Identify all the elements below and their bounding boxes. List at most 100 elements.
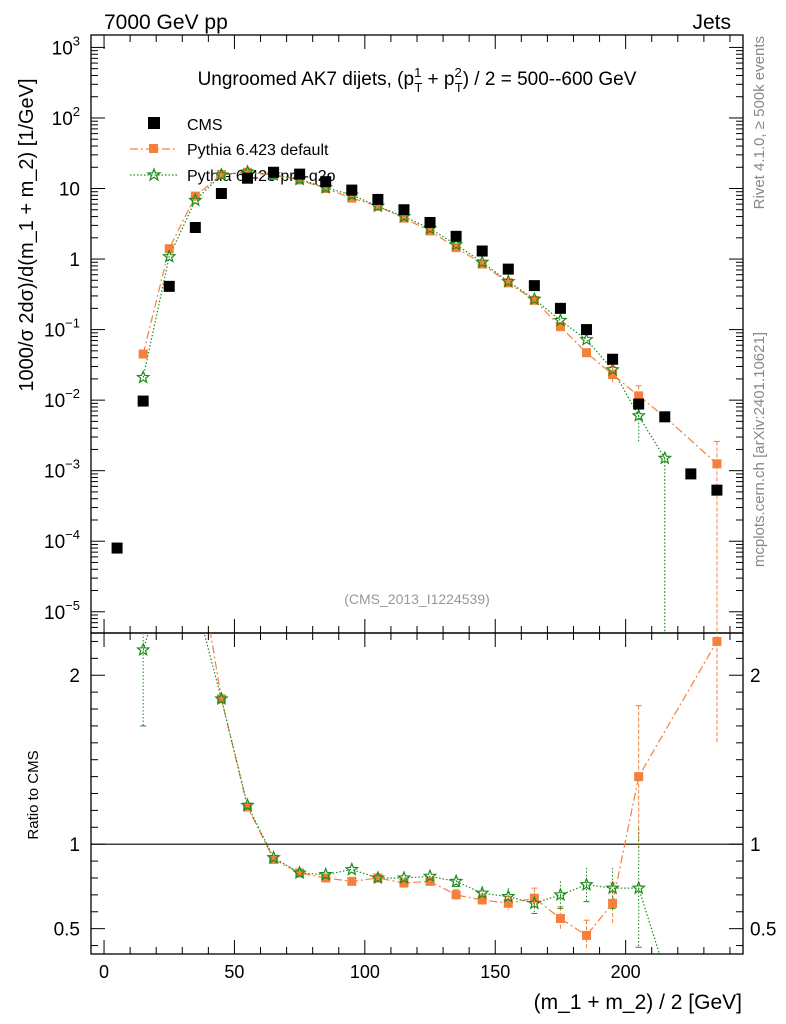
- ratio-q2o-point: [396, 870, 412, 885]
- pythia-q2o-point: [605, 362, 620, 376]
- ratio-tick-label: 2: [69, 666, 80, 687]
- ratio-q2o-point: [214, 691, 229, 706]
- ratio-default-point: [608, 898, 618, 908]
- cms-point: [215, 187, 227, 199]
- ratio-q2o-point: [474, 885, 490, 900]
- ratio-q2o-point: [344, 861, 360, 876]
- ratio-default-point: [242, 802, 252, 812]
- ratio-plot-frame: [90, 632, 744, 955]
- pythia-default-point: [529, 295, 539, 305]
- cms-point: [294, 168, 306, 180]
- ratio-tick-label-right: 1: [750, 835, 761, 856]
- ratio-q2o-point: [370, 870, 386, 885]
- ratio-y-axis-label: Ratio to CMS: [25, 750, 42, 839]
- ratio-pane-series: [135, 633, 722, 954]
- ratio-q2o-point: [553, 887, 568, 902]
- ratio-default-point: [321, 873, 331, 883]
- ratio-default-point: [373, 873, 383, 883]
- pythia-q2o-point: [579, 332, 594, 346]
- legend-default-marker: [149, 144, 158, 153]
- ratio-q2o-line: [142, 633, 661, 954]
- pythia-default-point: [164, 244, 174, 254]
- ratio-q2o-point: [631, 880, 646, 895]
- pythia-default-point: [138, 349, 148, 359]
- pythia-q2o-point: [501, 273, 516, 288]
- pythia-default-point: [321, 184, 331, 194]
- y-tick-label: 1: [69, 250, 80, 271]
- ratio-tick-label: 1: [69, 835, 80, 856]
- ratio-default-point: [269, 854, 279, 864]
- ratio-q2o-point: [240, 797, 255, 812]
- main-pane-series: [111, 164, 723, 633]
- y-tick-label: 103: [52, 33, 80, 59]
- ratio-q2o-point: [266, 850, 281, 864]
- cms-point: [372, 193, 384, 205]
- pythia-q2o-point: [631, 408, 646, 422]
- ratio-tick-label-right: 0.5: [750, 920, 776, 941]
- plot-title: Ungroomed AK7 dijets, (p1 T + p2 T) / 2 = …: [198, 65, 637, 95]
- pythia-default-line: [142, 171, 718, 465]
- y-tick-label: 102: [52, 104, 80, 130]
- cms-point: [189, 222, 201, 234]
- pythia-default-point: [503, 278, 513, 288]
- x-tick-label: 200: [611, 962, 641, 982]
- ratio-default-point: [503, 898, 513, 908]
- ratio-q2o-point: [501, 888, 516, 903]
- ratio-q2o-point: [292, 865, 307, 880]
- analysis-tag: (CMS_2013_I1224539): [344, 591, 490, 607]
- data-marks: [111, 164, 723, 954]
- ratio-default-point: [451, 890, 461, 900]
- cms-point: [450, 230, 462, 242]
- pythia-q2o-point: [135, 369, 151, 384]
- pythia-q2o-point: [448, 237, 464, 251]
- ratio-default-point: [712, 636, 722, 646]
- ratio-default-point: [555, 914, 565, 924]
- pythia-default-point: [216, 169, 226, 179]
- ratio-default-point: [295, 868, 305, 878]
- pythia-default-point: [634, 391, 644, 401]
- ratio-q2o-point: [605, 880, 620, 895]
- y-tick-label: 10−2: [44, 386, 80, 412]
- cms-point: [398, 204, 410, 216]
- ratio-default-line: [209, 633, 718, 937]
- cms-point: [424, 216, 436, 228]
- ratio-q2o-point: [422, 868, 438, 883]
- pythia-q2o-point: [188, 192, 203, 207]
- ratio-q2o-point: [448, 873, 464, 888]
- x-tick-label: 50: [224, 962, 244, 982]
- pythia-q2o-point: [553, 312, 568, 327]
- cms-point: [476, 245, 488, 257]
- cms-point: [607, 353, 619, 365]
- pythia-q2o-point: [214, 167, 229, 182]
- ratio-default-point: [425, 876, 435, 886]
- pythia-default-point: [242, 167, 252, 177]
- pythia-q2o-point: [527, 291, 542, 306]
- pythia-default-point: [373, 201, 383, 211]
- ratio-default-point: [634, 772, 644, 782]
- pythia-default-point: [712, 459, 722, 469]
- pythia-default-point: [399, 213, 409, 223]
- ratio-default-point: [582, 930, 592, 940]
- cms-point: [633, 398, 645, 410]
- y-tick-label: 10−1: [44, 316, 80, 342]
- ratio-tick-label-right: 2: [750, 666, 761, 687]
- legend-default-label: Pythia 6.423 default: [187, 142, 329, 159]
- cms-point: [581, 324, 593, 336]
- header-right: Jets: [692, 11, 731, 34]
- cms-point: [554, 302, 566, 314]
- cms-point: [241, 172, 253, 184]
- pythia-default-point: [608, 370, 618, 380]
- cms-point: [528, 280, 540, 292]
- cms-point: [346, 184, 358, 196]
- pythia-q2o-point: [161, 249, 177, 263]
- legend-cms-marker: [148, 117, 160, 129]
- ratio-q2o-point: [318, 866, 333, 881]
- x-tick-label: 100: [350, 962, 380, 982]
- pythia-q2o-point: [474, 254, 490, 269]
- legend-cms-label: CMS: [187, 117, 223, 134]
- pythia-default-point: [582, 348, 592, 358]
- ratio-default-point: [347, 876, 357, 886]
- ratio-default-point: [399, 878, 409, 888]
- pythia-default-point: [555, 322, 565, 332]
